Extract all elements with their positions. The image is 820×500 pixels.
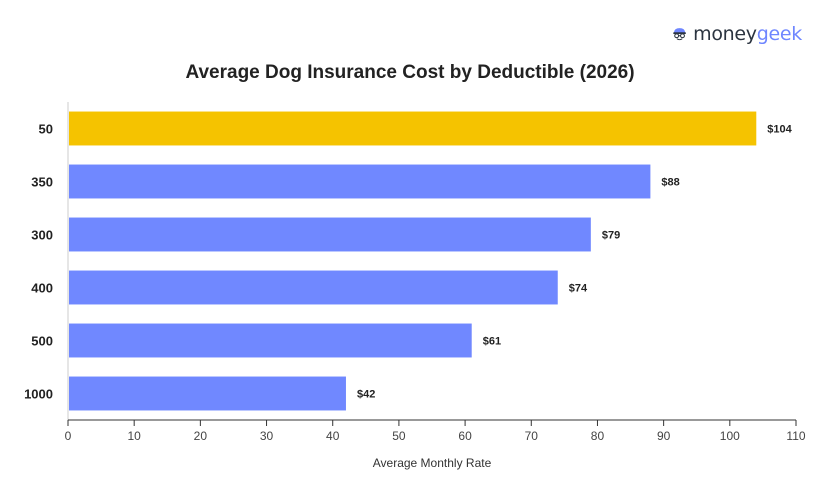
x-tick-label: 60 [458, 429, 472, 443]
x-tick-label: 20 [194, 429, 208, 443]
value-label: $104 [767, 124, 792, 136]
value-label: $42 [357, 389, 375, 401]
bar [69, 217, 591, 252]
bar [69, 270, 558, 305]
category-label: 350 [31, 175, 53, 190]
bar [69, 376, 346, 411]
value-label: $79 [602, 230, 620, 242]
brand-logo: moneygeek [672, 20, 802, 48]
x-tick-label: 10 [128, 429, 142, 443]
value-label: $88 [661, 177, 679, 189]
category-label: 1000 [24, 387, 53, 402]
x-tick-label: 70 [525, 429, 539, 443]
category-label: 500 [31, 334, 53, 349]
x-tick-label: 80 [591, 429, 605, 443]
x-tick-label: 90 [657, 429, 671, 443]
bar [69, 164, 651, 199]
category-label: 50 [39, 122, 53, 137]
brand-name: moneygeek [693, 22, 802, 45]
chart-title: Average Dog Insurance Cost by Deductible… [185, 62, 635, 83]
plot-area: 0 10 20 30 40 50 60 70 80 90 100 110 50 $104 350 $88 300… [24, 102, 806, 443]
value-label: $74 [569, 283, 588, 295]
category-label: 300 [31, 228, 53, 243]
x-tick-label: 100 [720, 429, 740, 443]
category-label: 400 [31, 281, 53, 296]
x-tick-label: 30 [260, 429, 274, 443]
bar [69, 111, 757, 146]
bar [69, 323, 472, 358]
x-tick-label: 0 [65, 429, 72, 443]
x-axis-label: Average Monthly Rate [373, 456, 492, 470]
x-tick-label: 110 [786, 429, 805, 443]
x-tick-label: 50 [392, 429, 406, 443]
moneygeek-face-icon [673, 28, 686, 41]
x-tick-label: 40 [326, 429, 340, 443]
value-label: $61 [483, 336, 501, 348]
